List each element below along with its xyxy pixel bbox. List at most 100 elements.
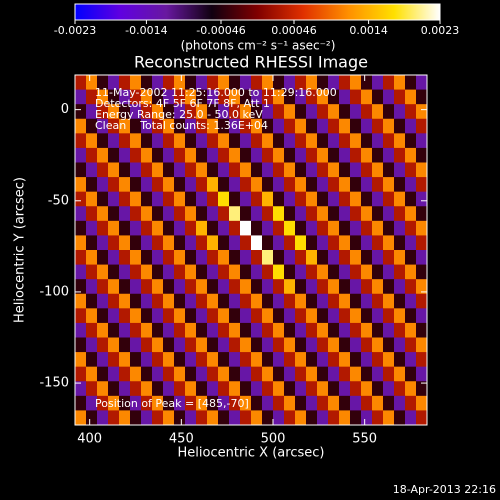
heatmap-cell — [86, 162, 98, 178]
heatmap-cell — [262, 322, 274, 338]
heatmap-cell — [141, 322, 153, 338]
heatmap-cell — [174, 264, 186, 280]
heatmap-cell — [163, 177, 175, 193]
heatmap-cell — [251, 133, 263, 149]
heatmap-cell — [405, 147, 417, 163]
heatmap-cell — [361, 250, 373, 266]
heatmap-cell — [350, 89, 362, 105]
heatmap-cell — [405, 133, 417, 149]
heatmap-cell — [229, 89, 241, 105]
heatmap-cell — [240, 118, 252, 134]
heatmap-cell — [361, 308, 373, 324]
heatmap-cell — [339, 279, 351, 295]
heatmap-cell — [75, 250, 87, 266]
heatmap-cell — [350, 264, 362, 280]
heatmap-cell — [372, 293, 384, 309]
heatmap-cell — [416, 147, 428, 163]
heatmap-cell — [130, 75, 142, 91]
heatmap-cell — [262, 352, 274, 368]
heatmap-cell — [185, 206, 197, 222]
heatmap-cell — [97, 206, 109, 222]
heatmap-cell — [405, 75, 417, 91]
heatmap-cell — [196, 279, 208, 295]
heatmap-cell — [383, 264, 395, 280]
heatmap-cell — [394, 118, 406, 134]
heatmap-cell — [141, 133, 153, 149]
heatmap-cell — [361, 322, 373, 338]
heatmap-cell — [218, 177, 230, 193]
heatmap-cell — [240, 162, 252, 178]
heatmap-cell — [262, 89, 274, 105]
heatmap-cell — [75, 264, 87, 280]
heatmap-cell — [251, 147, 263, 163]
heatmap-cell — [86, 235, 98, 251]
heatmap-cell — [394, 89, 406, 105]
heatmap-cell — [306, 366, 318, 382]
heatmap-cell — [372, 352, 384, 368]
heatmap-cell — [130, 366, 142, 382]
heatmap-cell — [350, 250, 362, 266]
heatmap-cell — [251, 395, 263, 411]
heatmap-cell — [416, 118, 428, 134]
heatmap-cell — [273, 264, 285, 280]
heatmap-cell — [119, 133, 131, 149]
heatmap-cell — [240, 410, 252, 426]
heatmap-cell — [295, 250, 307, 266]
heatmap-cell — [108, 133, 120, 149]
heatmap-cell — [196, 118, 208, 134]
heatmap-cell — [262, 177, 274, 193]
heatmap-cell — [119, 410, 131, 426]
heatmap-cell — [185, 118, 197, 134]
heatmap-cell — [284, 104, 296, 120]
heatmap-cell — [383, 410, 395, 426]
heatmap-cell — [185, 235, 197, 251]
heatmap-cell — [75, 366, 87, 382]
heatmap-cell — [383, 147, 395, 163]
heatmap-cell — [262, 337, 274, 353]
heatmap-cell — [119, 250, 131, 266]
heatmap-cell — [185, 352, 197, 368]
heatmap-cell — [152, 235, 164, 251]
heatmap-cell — [119, 366, 131, 382]
heatmap-cell — [405, 337, 417, 353]
heatmap-cell — [218, 89, 230, 105]
heatmap-cell — [240, 250, 252, 266]
heatmap-cell — [295, 395, 307, 411]
heatmap-cell — [405, 191, 417, 207]
heatmap-cell — [152, 89, 164, 105]
heatmap-cell — [317, 206, 329, 222]
footer: 18-Apr-2013 22:16 — [393, 483, 496, 496]
colorbar-tick-label: -0.0014 — [125, 24, 167, 37]
heatmap-cell — [152, 410, 164, 426]
heatmap-cell — [119, 308, 131, 324]
heatmap-cell — [273, 235, 285, 251]
heatmap-cell — [240, 366, 252, 382]
heatmap-cell — [262, 235, 274, 251]
heatmap-cell — [284, 162, 296, 178]
heatmap-cell — [339, 220, 351, 236]
heatmap-cell — [174, 206, 186, 222]
heatmap-cell — [317, 147, 329, 163]
heatmap-cell — [416, 162, 428, 178]
heatmap-cell — [284, 220, 296, 236]
heatmap-cell — [306, 191, 318, 207]
heatmap-cell — [383, 206, 395, 222]
heatmap-cell — [394, 206, 406, 222]
heatmap-cell — [218, 308, 230, 324]
heatmap-cell — [218, 381, 230, 397]
heatmap-cell — [416, 206, 428, 222]
heatmap-cell — [262, 366, 274, 382]
heatmap-cell — [394, 177, 406, 193]
heatmap-cell — [394, 293, 406, 309]
heatmap-cell — [196, 104, 208, 120]
heatmap-cell — [273, 118, 285, 134]
x-axis-label: Heliocentric X (arcsec) — [178, 446, 325, 461]
heatmap-cell — [416, 264, 428, 280]
heatmap-cell — [350, 75, 362, 91]
heatmap-cell — [328, 293, 340, 309]
heatmap-cell — [97, 191, 109, 207]
heatmap-cell — [262, 381, 274, 397]
heatmap-cell — [240, 264, 252, 280]
heatmap-cell — [284, 395, 296, 411]
heatmap-cell — [361, 191, 373, 207]
